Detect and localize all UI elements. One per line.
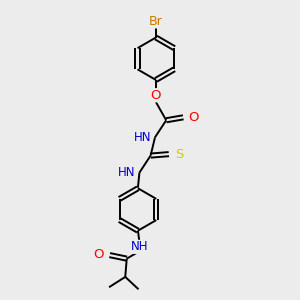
Text: NH: NH [131, 240, 148, 254]
Text: O: O [93, 248, 104, 261]
Text: O: O [151, 89, 161, 102]
Text: O: O [189, 111, 199, 124]
Text: Br: Br [149, 15, 163, 28]
Text: S: S [175, 148, 183, 160]
Text: HN: HN [134, 131, 152, 144]
Text: HN: HN [118, 166, 135, 179]
